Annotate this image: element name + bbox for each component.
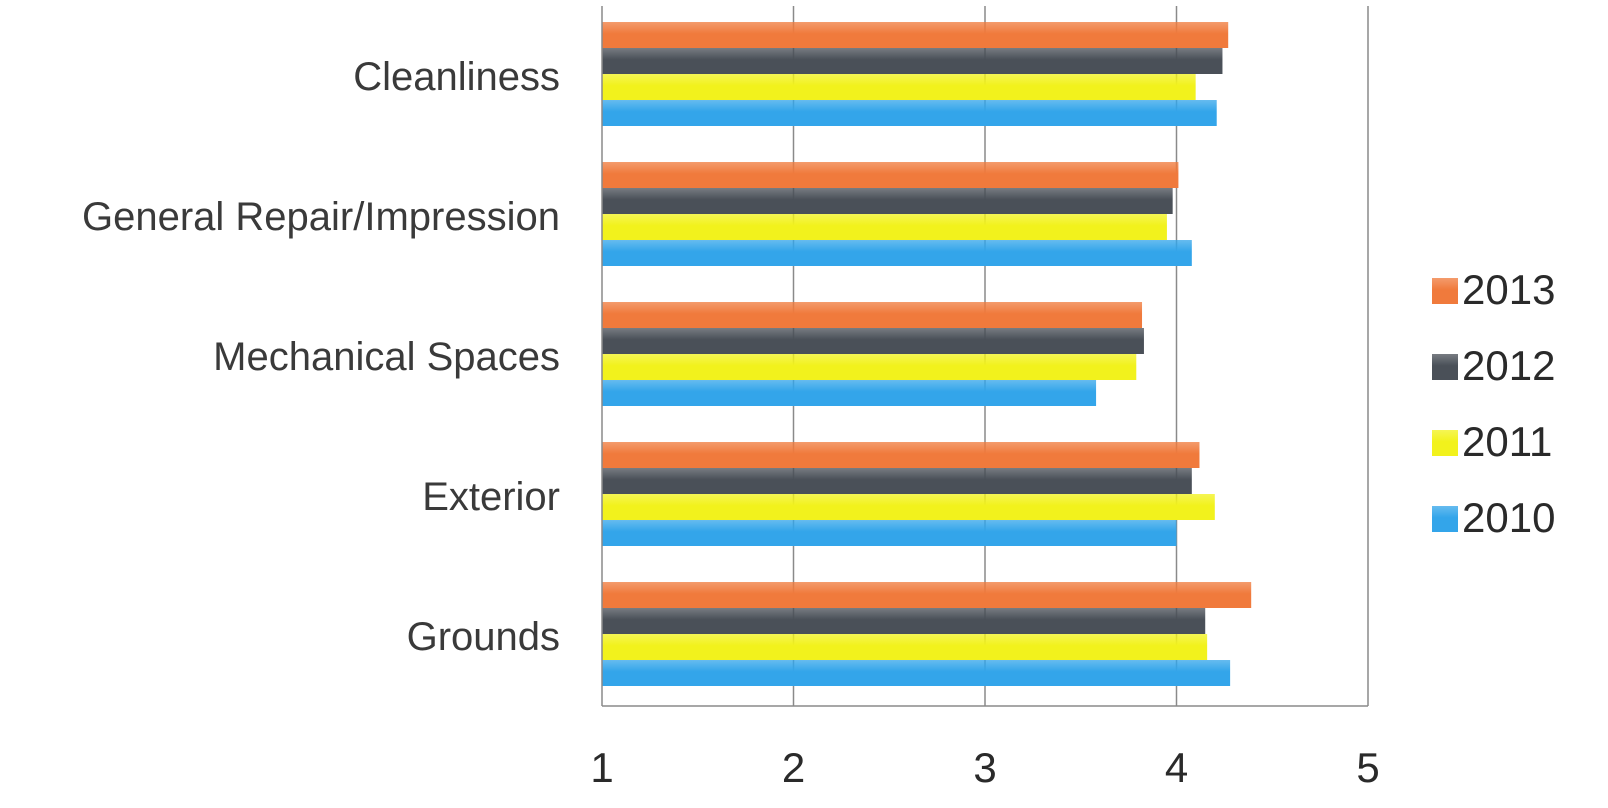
bar-general-repair-impression-2012 <box>602 188 1173 214</box>
bar-grounds-2012 <box>602 608 1206 634</box>
x-tick-label: 5 <box>1356 744 1379 791</box>
axes <box>601 6 1368 707</box>
category-label: Cleanliness <box>353 55 560 99</box>
x-tick-labels: 1 2 3 4 5 <box>590 744 1379 791</box>
bar-exterior-2010 <box>602 520 1177 546</box>
x-tick-label: 3 <box>973 744 996 791</box>
bar-mechanical-spaces-2013 <box>602 302 1143 328</box>
category-label: Exterior <box>422 475 560 519</box>
bar-cleanliness-2013 <box>602 22 1229 48</box>
x-tick-label: 4 <box>1165 744 1188 791</box>
bar-general-repair-impression-2011 <box>602 214 1167 240</box>
bar-grounds-2010 <box>602 660 1231 686</box>
legend-swatch-2011 <box>1432 430 1458 456</box>
bar-general-repair-impression-2013 <box>602 162 1179 188</box>
category-label: Grounds <box>407 615 560 659</box>
bar-exterior-2012 <box>602 468 1192 494</box>
legend-label-2013: 2013 <box>1462 266 1555 313</box>
legend-swatch-2013 <box>1432 278 1458 304</box>
x-tick-label: 2 <box>782 744 805 791</box>
category-label: General Repair/Impression <box>82 195 560 239</box>
legend-label-2012: 2012 <box>1462 342 1555 389</box>
legend: 2013 2012 2011 2010 <box>1432 266 1555 541</box>
bar-general-repair-impression-2010 <box>602 240 1192 266</box>
bar-grounds-2013 <box>602 582 1252 608</box>
category-labels: Cleanliness General Repair/Impression Mech… <box>82 55 560 659</box>
bar-grounds-2011 <box>602 634 1208 660</box>
bar-cleanliness-2010 <box>602 100 1217 126</box>
bar-exterior-2013 <box>602 442 1200 468</box>
bar-mechanical-spaces-2010 <box>602 380 1097 406</box>
bar-mechanical-spaces-2012 <box>602 328 1144 354</box>
legend-swatch-2010 <box>1432 506 1458 532</box>
bars <box>602 22 1252 686</box>
bar-mechanical-spaces-2011 <box>602 354 1137 380</box>
x-tick-label: 1 <box>590 744 613 791</box>
legend-label-2011: 2011 <box>1462 418 1552 465</box>
bar-cleanliness-2011 <box>602 74 1196 100</box>
legend-swatch-2012 <box>1432 354 1458 380</box>
bar-cleanliness-2012 <box>602 48 1223 74</box>
category-label: Mechanical Spaces <box>213 335 560 379</box>
bar-exterior-2011 <box>602 494 1215 520</box>
legend-label-2010: 2010 <box>1462 494 1555 541</box>
